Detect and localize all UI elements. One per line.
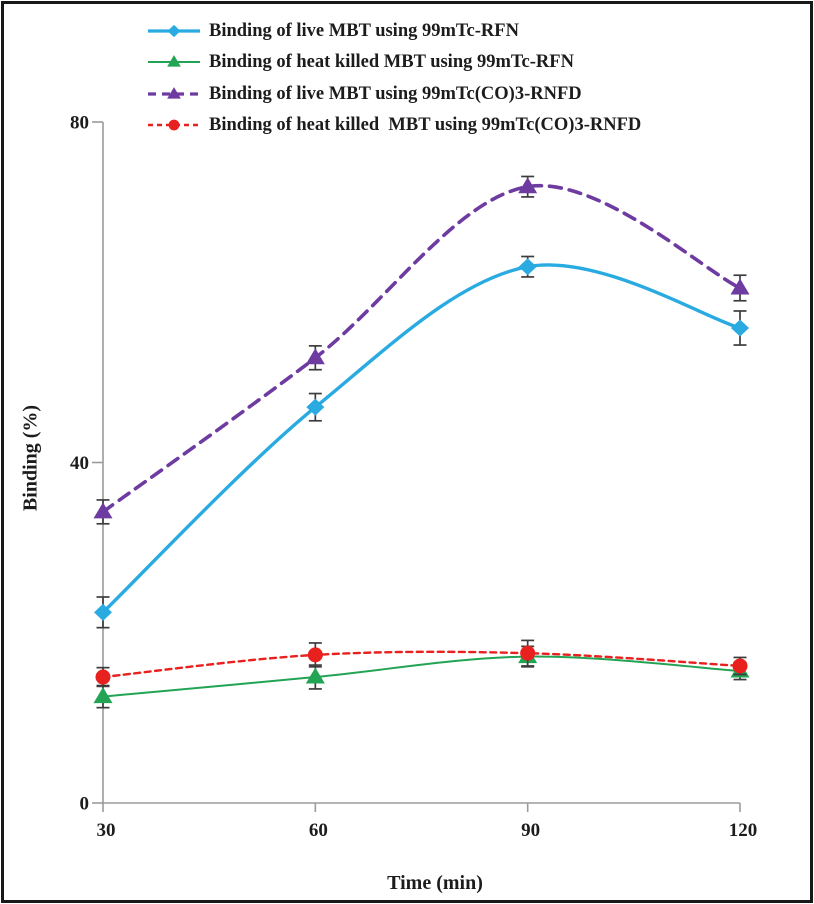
- diamond-marker: [518, 258, 537, 276]
- circle-marker: [520, 645, 536, 661]
- triangle-marker: [730, 278, 750, 295]
- legend-item-2: Binding of live MBT using 99mTc(CO)3-RNF…: [146, 78, 641, 110]
- chart-legend: Binding of live MBT using 99mTc-RFN Bindi…: [146, 15, 641, 141]
- legend-key-circle-icon: [148, 119, 200, 131]
- diamond-marker: [731, 319, 749, 337]
- legend-label: Binding of heat killed MBT using 99mTc(C…: [209, 115, 642, 135]
- series-0: [94, 255, 749, 629]
- triangle-marker: [93, 502, 113, 519]
- series-line-3: [101, 650, 742, 679]
- triangle-marker: [93, 687, 113, 704]
- legend-item-0: Binding of live MBT using 99mTc-RFN: [146, 15, 641, 47]
- legend-key-diamond-icon: [148, 24, 200, 37]
- triangle-marker: [518, 177, 538, 194]
- circle-marker: [95, 669, 111, 685]
- legend-item-3: Binding of heat killed MBT using 99mTc(C…: [146, 110, 641, 142]
- legend-label: Binding of live MBT using 99mTc-RFN: [209, 20, 519, 41]
- legend-item-1: Binding of heat killed MBT using 99mTc-R…: [146, 47, 641, 79]
- legend-key-triangle-icon: [148, 55, 200, 67]
- legend-label: Binding of heat killed MBT using 99mTc-R…: [209, 52, 574, 72]
- circle-marker: [307, 647, 323, 663]
- series-3: [95, 639, 748, 688]
- y-tick-label-0: 0: [80, 794, 90, 815]
- diamond-marker: [94, 603, 112, 621]
- x-tick-label-60: 60: [309, 820, 328, 841]
- x-axis-label: Time (min): [387, 872, 483, 894]
- series-2: [93, 175, 750, 525]
- diamond-marker: [306, 398, 325, 416]
- y-tick-label-40: 40: [70, 453, 89, 474]
- series-1: [93, 645, 750, 709]
- triangle-marker: [305, 667, 325, 684]
- series-line-0: [101, 263, 742, 615]
- diamond-marker: [167, 24, 181, 37]
- legend-label: Binding of live MBT using 99mTc(CO)3-RNF…: [209, 83, 582, 104]
- triangle-marker: [167, 55, 181, 67]
- series-line-2: [101, 183, 742, 514]
- triangle-marker: [305, 348, 325, 365]
- x-tick-label-30: 30: [97, 820, 116, 841]
- x-tick-label-120: 120: [729, 820, 758, 841]
- triangle-marker: [167, 86, 181, 99]
- legend-key-triangle-icon: [148, 86, 200, 99]
- y-axis-label: Binding (%): [19, 404, 42, 512]
- x-tick-label-90: 90: [521, 820, 540, 841]
- y-tick-label-80: 80: [70, 113, 89, 134]
- series-line-1: [102, 655, 741, 698]
- circle-marker: [168, 119, 180, 131]
- circle-marker: [732, 658, 748, 674]
